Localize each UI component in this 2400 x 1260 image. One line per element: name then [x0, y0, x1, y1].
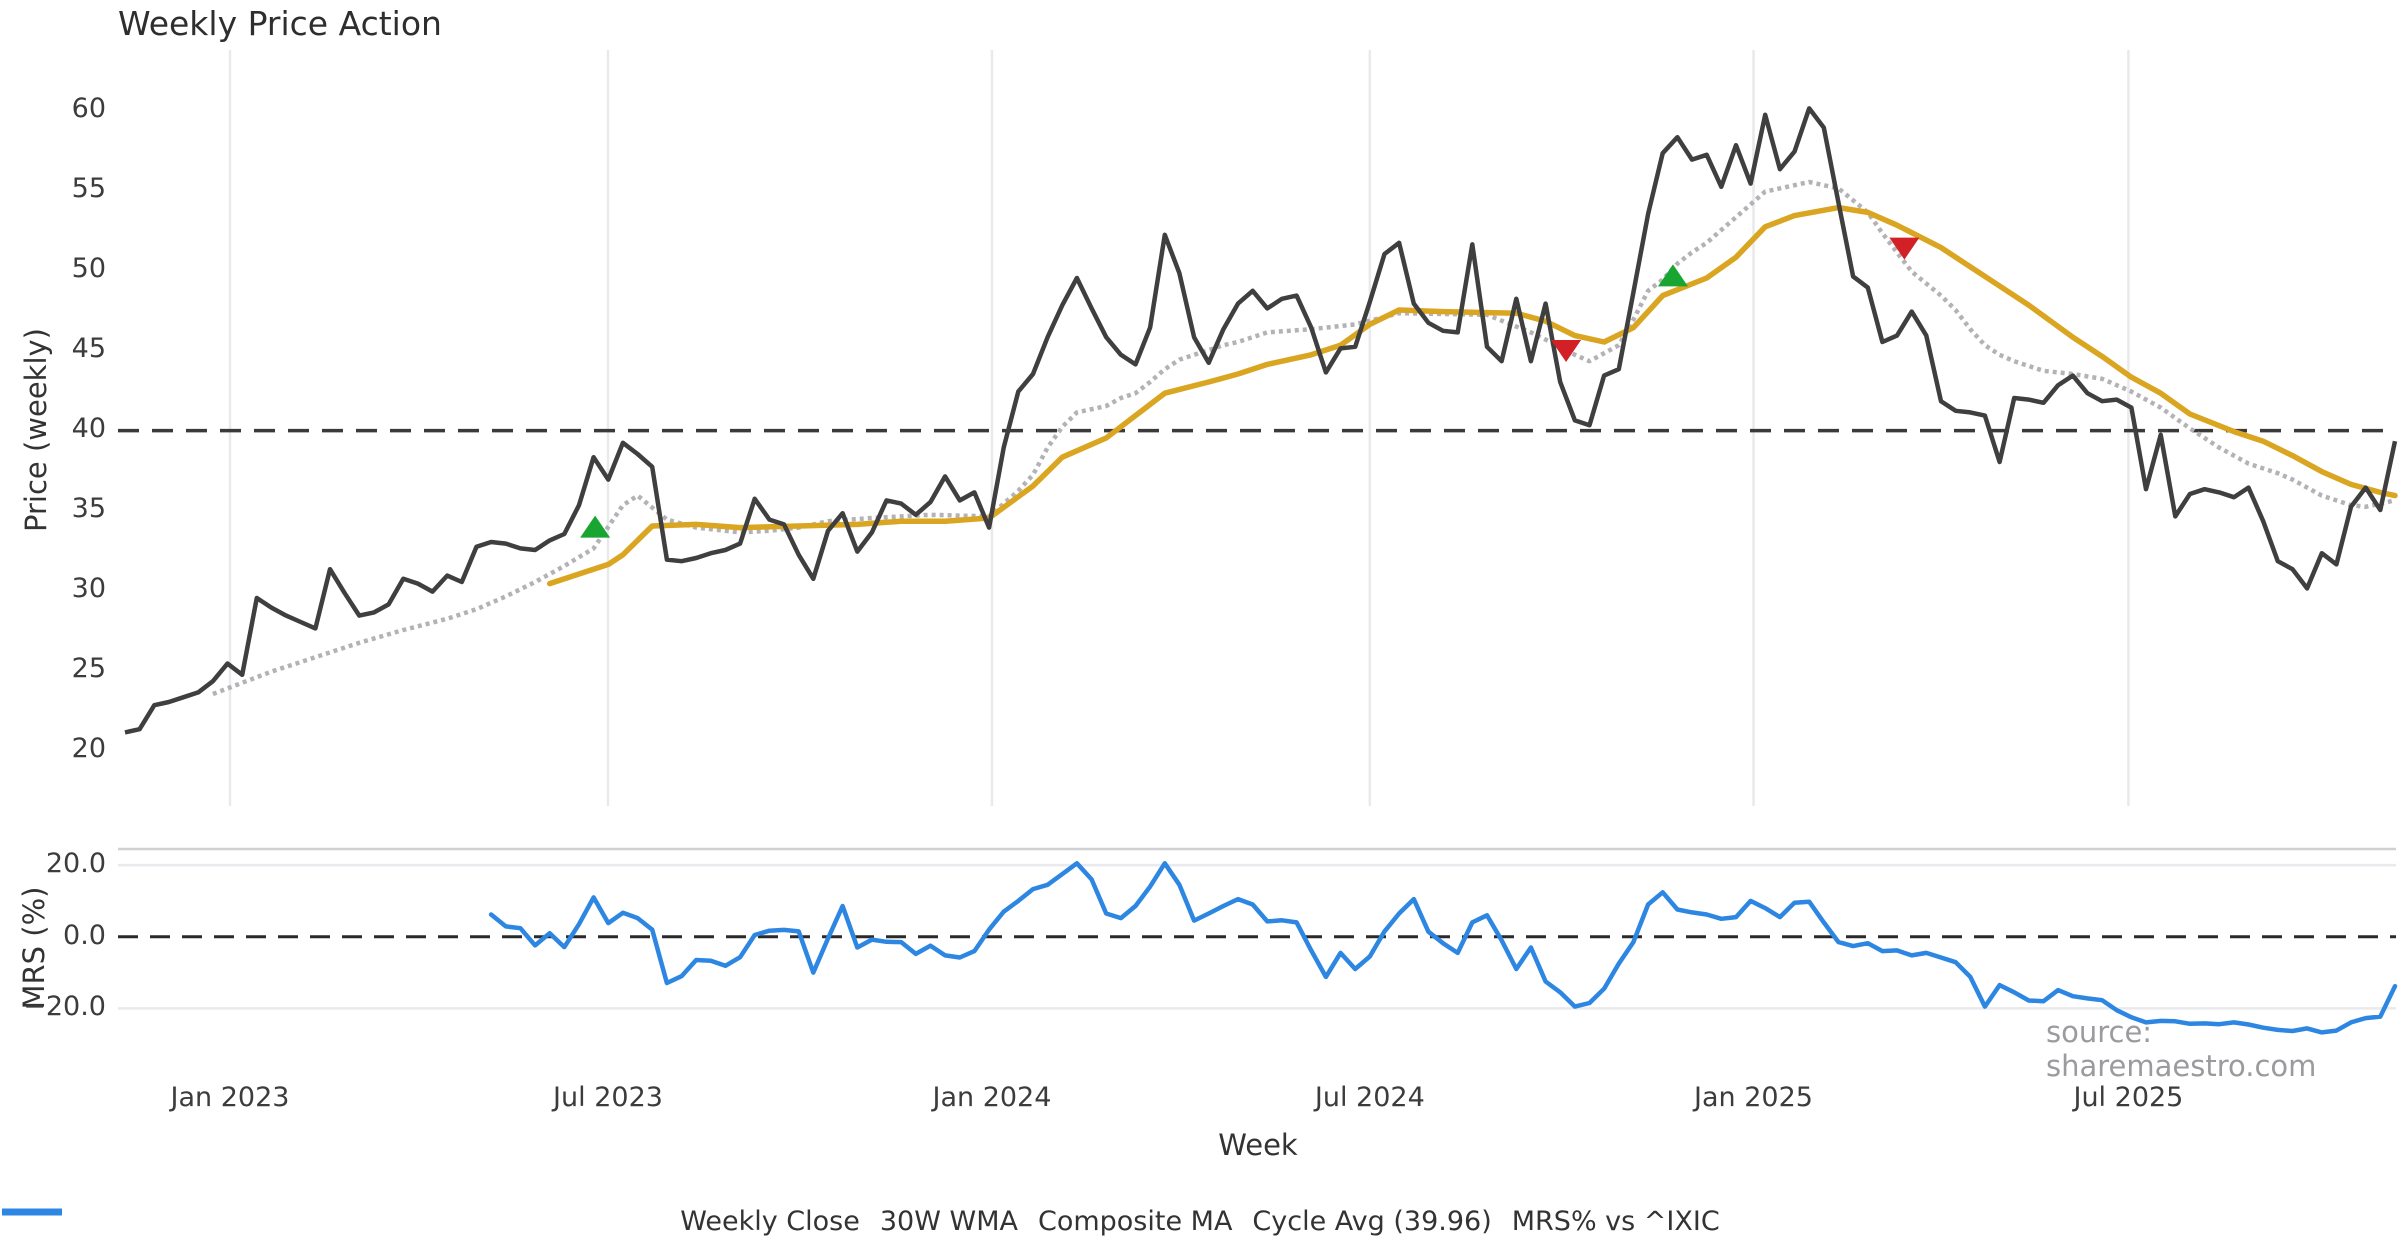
composite-ma-line	[212, 179, 2396, 697]
wma-line	[546, 204, 2398, 587]
x-tick: Jul 2023	[553, 1082, 663, 1113]
mrs-ytick: 0.0	[63, 919, 106, 951]
mrs-line	[488, 861, 2398, 1035]
x-axis-title: Week	[1218, 1128, 1298, 1162]
legend-label: 30W WMA	[879, 1206, 1018, 1237]
legend-item: Cycle Avg (39.96)	[2, 1206, 1492, 1237]
price-ytick: 50	[71, 253, 106, 284]
price-ytick: 30	[71, 573, 106, 604]
legend-item: MRS% vs ^IXIC	[2, 1206, 1720, 1237]
price-ytick: 60	[71, 93, 106, 124]
price-ytick: 45	[71, 333, 106, 364]
legend-item: Composite MA	[2, 1206, 1233, 1237]
x-tick: Jul 2024	[1314, 1082, 1425, 1113]
buy-signal-marker	[580, 515, 611, 538]
x-tick: Jan 2023	[170, 1082, 290, 1113]
source-watermark: source: sharemaestro.com	[2046, 1015, 2317, 1083]
price-ytick: 35	[71, 493, 106, 524]
legend-label: MRS% vs ^IXIC	[1511, 1206, 1720, 1237]
price-ytick: 25	[71, 653, 106, 684]
sell-signal-marker	[1551, 340, 1582, 362]
price-ytick: 40	[71, 413, 106, 444]
mrs-ytick: −20.0	[23, 991, 106, 1023]
chart-title: Weekly Price Action	[118, 4, 442, 43]
chart-legend: Weekly Close 30W WMA Composite MA Cycle Avg…	[0, 1206, 2400, 1237]
legend-swatch	[2, 1208, 62, 1216]
price-ytick: 20	[71, 733, 106, 764]
buy-signal-marker	[1657, 264, 1688, 287]
mrs-ytick: 20.0	[45, 848, 106, 880]
x-tick: Jan 2024	[932, 1082, 1052, 1113]
weekly-close-line	[124, 106, 2398, 735]
x-tick: Jan 2025	[1694, 1082, 1813, 1113]
x-tick: Jul 2025	[2073, 1082, 2184, 1113]
price-ytick: 55	[71, 173, 106, 204]
legend-label: Weekly Close	[680, 1206, 860, 1237]
legend-item: Weekly Close	[2, 1206, 860, 1237]
sell-signal-marker	[1889, 237, 1920, 260]
legend-label: Composite MA	[1037, 1206, 1233, 1237]
legend-item: 30W WMA	[2, 1206, 1018, 1237]
legend-label: Cycle Avg (39.96)	[1252, 1206, 1492, 1237]
